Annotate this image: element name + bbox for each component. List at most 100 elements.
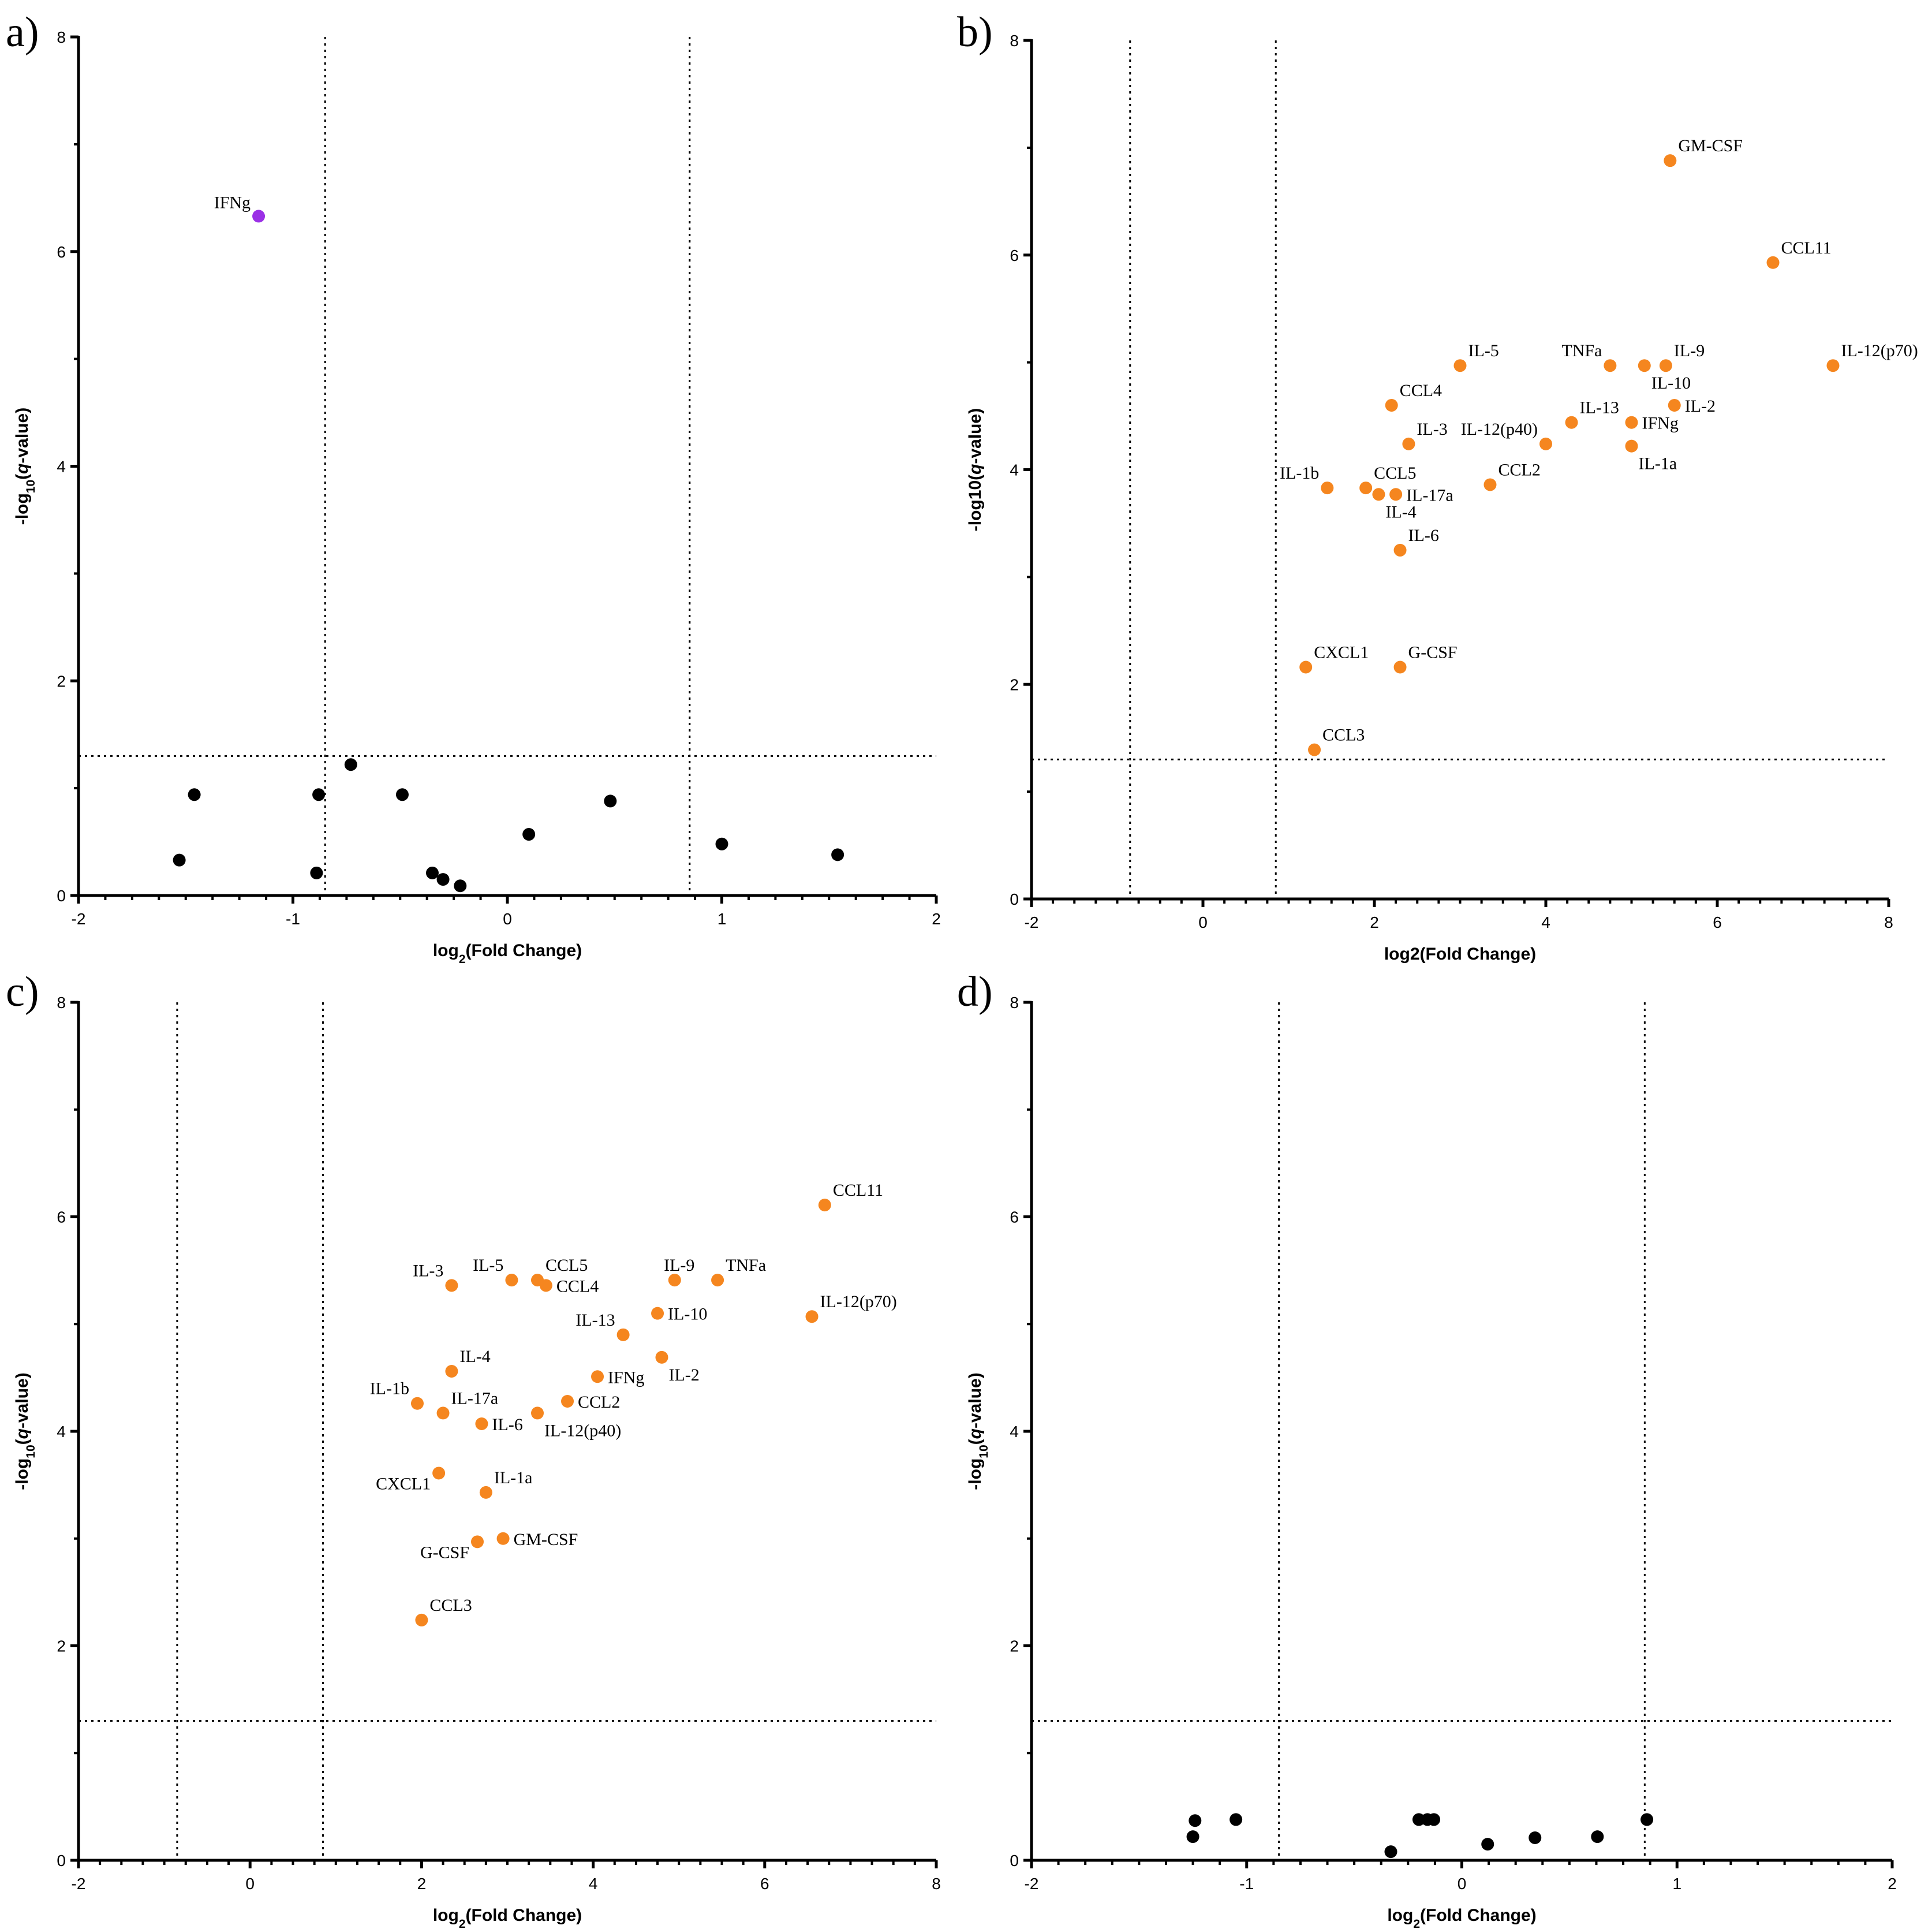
data-point-ccl11 <box>818 1199 831 1212</box>
data-point-ifng <box>252 210 266 223</box>
data-point <box>395 788 409 801</box>
point-label: IL-17a <box>1406 486 1453 505</box>
data-point-il-12-p70- <box>1826 359 1840 372</box>
x-axis-title-base: log <box>1387 1906 1413 1925</box>
x-tick-label: 1 <box>1672 1875 1681 1893</box>
point-label: IL-10 <box>668 1305 707 1324</box>
data-point-il-9 <box>1659 359 1672 372</box>
data-point-il-5 <box>505 1274 518 1287</box>
y-axis-title: -log10(q-value) <box>966 1372 991 1490</box>
point-label: IL-13 <box>576 1311 615 1330</box>
x-axis-title-sub: 2 <box>459 1917 466 1929</box>
x-tick-label: 0 <box>503 910 512 928</box>
point-label: IL-10 <box>1651 374 1691 393</box>
y-tick-label: 6 <box>57 243 66 261</box>
panel-letter: b) <box>957 9 993 56</box>
data-point <box>436 873 450 886</box>
data-point <box>831 848 844 861</box>
x-tick-label: 2 <box>1888 1875 1897 1893</box>
y-axis-title-paren: ( <box>13 1439 32 1445</box>
data-point <box>344 758 357 771</box>
y-axis-title-sub: 10 <box>24 1445 38 1458</box>
y-tick-label: 0 <box>57 887 66 905</box>
x-tick-label: -2 <box>1025 913 1039 931</box>
point-label: IL-6 <box>1408 526 1439 545</box>
x-axis-title-rest: (Fold Change) <box>1420 1906 1537 1925</box>
data-point-il-17a <box>1389 488 1403 501</box>
point-label: IL-17a <box>451 1389 499 1408</box>
y-axis-title-rest: -value) <box>966 1372 985 1428</box>
y-tick-label: 0 <box>57 1852 66 1870</box>
point-label: IL-3 <box>1417 420 1447 439</box>
y-axis-title-sub: 10 <box>24 480 38 493</box>
point-label: IL-4 <box>459 1347 490 1366</box>
x-axis-title: log2(Fold Change) <box>1387 1906 1536 1929</box>
y-tick-label: 8 <box>1010 994 1019 1012</box>
x-axis-title: log2(Fold Change) <box>1384 945 1536 964</box>
data-point <box>522 828 536 841</box>
data-point <box>425 866 439 879</box>
data-point-il-4 <box>1372 488 1385 501</box>
data-point <box>1481 1838 1494 1851</box>
data-point <box>1529 1831 1542 1844</box>
point-label: CCL4 <box>1400 381 1442 400</box>
data-point-il-9 <box>668 1274 681 1287</box>
data-point-ccl2 <box>561 1394 574 1408</box>
x-tick-label: 8 <box>1884 913 1893 931</box>
y-axis-title-sub: 10 <box>977 1445 991 1458</box>
point-label: IL-1a <box>1639 454 1677 473</box>
data-point-il-1a <box>479 1486 492 1499</box>
y-tick-label: 2 <box>1010 1637 1019 1655</box>
data-point-il-10 <box>1638 359 1651 372</box>
y-tick-label: 8 <box>57 28 66 46</box>
point-label: IL-12(p40) <box>1461 420 1538 439</box>
x-tick-label: 2 <box>1370 913 1379 931</box>
point-label: CCL2 <box>1498 461 1540 480</box>
data-point-il-4 <box>445 1364 458 1378</box>
panel-b: b) 0 2 4 6 8 -2 0 2 4 6 8 log2(Fold Change) -log10(q-… <box>957 9 1918 964</box>
x-tick-label: 6 <box>760 1875 769 1893</box>
x-tick-label: -2 <box>1025 1875 1039 1893</box>
point-label: IL-9 <box>1674 341 1705 360</box>
x-tick-label: 0 <box>1198 913 1208 931</box>
data-point-cxcl1 <box>432 1467 446 1480</box>
point-label: CCL3 <box>1322 726 1365 745</box>
data-point-ccl3 <box>415 1613 428 1626</box>
point-label: CCL11 <box>1781 238 1832 258</box>
x-tick-label: 4 <box>589 1875 598 1893</box>
y-tick-label: 6 <box>57 1208 66 1226</box>
x-axis-title: log2(Fold Change) <box>433 1906 582 1929</box>
point-label: IL-3 <box>413 1261 443 1280</box>
point-label: IL-12(p70) <box>1841 341 1918 360</box>
data-point <box>1384 1845 1397 1859</box>
y-axis-title-paren: ( <box>13 474 32 480</box>
point-label: CCL2 <box>578 1393 620 1412</box>
data-point-il-13 <box>1565 416 1578 429</box>
point-label: IL-13 <box>1580 398 1619 417</box>
data-point-il-12-p70- <box>805 1310 819 1323</box>
data-point-il-3 <box>1402 437 1415 450</box>
y-axis-title-rest: -value) <box>13 1372 32 1428</box>
data-point-cxcl1 <box>1299 661 1313 674</box>
point-label: CCL5 <box>1374 464 1416 483</box>
y-tick-label: 2 <box>57 1637 66 1655</box>
y-axis-title-italic: q <box>13 1428 32 1439</box>
point-label: IL-6 <box>492 1415 522 1434</box>
x-axis-title-rest: (Fold Change) <box>466 941 582 960</box>
point-label: G-CSF <box>1408 643 1458 662</box>
x-tick-label: 0 <box>1458 1875 1467 1893</box>
y-axis-title-italic: q <box>13 464 32 474</box>
data-point <box>188 788 201 801</box>
point-label: TNFa <box>726 1256 766 1275</box>
data-point-il-1b <box>410 1397 424 1410</box>
data-point-il-5 <box>1453 359 1467 372</box>
data-point <box>1591 1830 1604 1844</box>
x-tick-label: -2 <box>72 1875 86 1893</box>
point-label: TNFa <box>1561 341 1602 360</box>
y-axis-title-paren: ( <box>966 1439 985 1445</box>
panel-letter: a) <box>6 9 39 56</box>
point-label: IFNg <box>1642 414 1679 433</box>
